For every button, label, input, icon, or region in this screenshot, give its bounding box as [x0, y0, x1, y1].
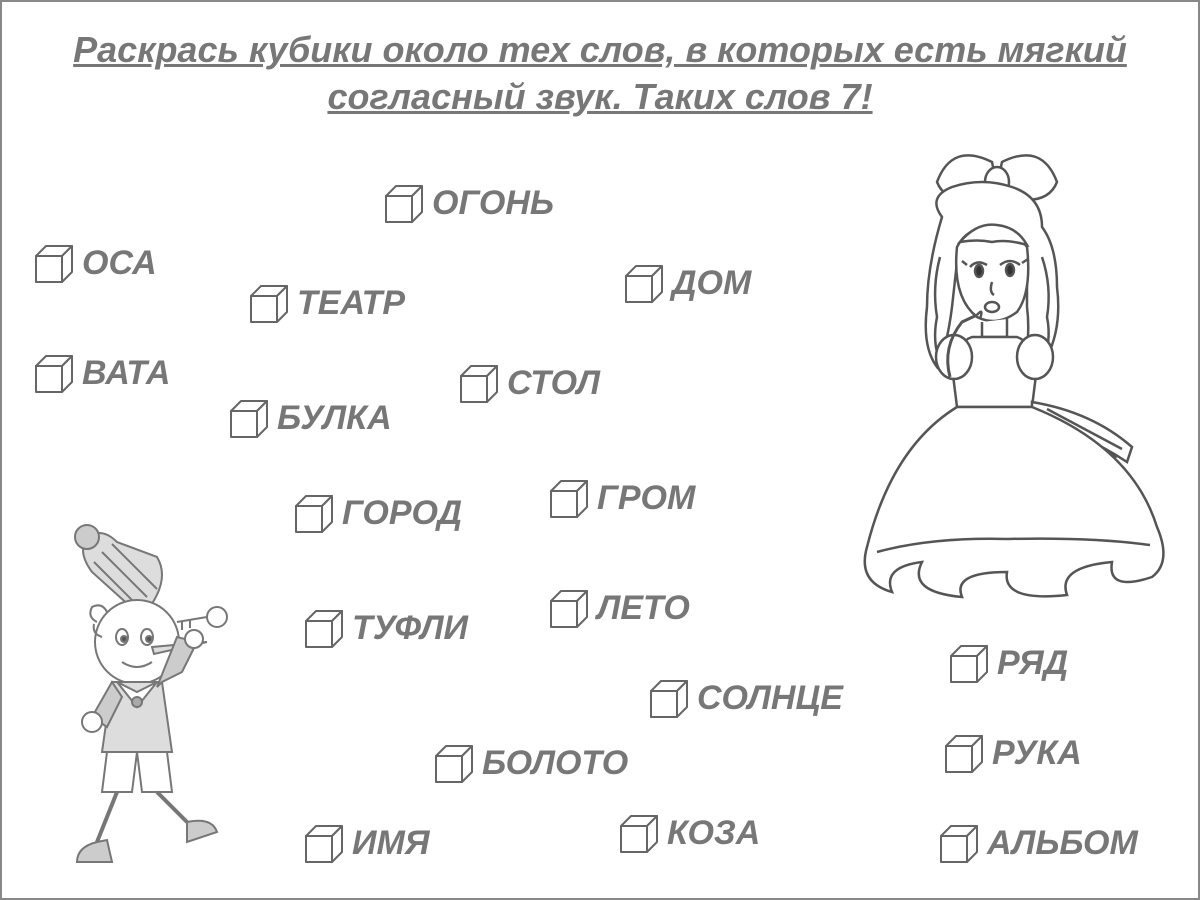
word-label: ВАТА [82, 354, 170, 393]
word-item: РЯД [947, 642, 1068, 684]
cube-icon[interactable] [547, 477, 589, 519]
cube-icon[interactable] [937, 822, 979, 864]
cube-icon[interactable] [32, 242, 74, 284]
word-item: ЛЕТО [547, 587, 690, 629]
word-item: РУКА [942, 732, 1082, 774]
word-label: СТОЛ [507, 364, 600, 403]
word-label: ОГОНЬ [432, 184, 554, 223]
word-item: БОЛОТО [432, 742, 628, 784]
cube-icon[interactable] [647, 677, 689, 719]
cube-icon[interactable] [382, 182, 424, 224]
word-label: КОЗА [667, 814, 760, 853]
word-item: БУЛКА [227, 397, 392, 439]
cube-icon[interactable] [302, 822, 344, 864]
cube-icon[interactable] [547, 587, 589, 629]
princess-character [832, 147, 1182, 627]
word-item: ТУФЛИ [302, 607, 468, 649]
word-item: ВАТА [32, 352, 170, 394]
cube-icon[interactable] [302, 607, 344, 649]
word-label: РЯД [997, 644, 1068, 683]
word-label: СОЛНЦЕ [697, 679, 843, 718]
worksheet-title: Раскрась кубики около тех слов, в которы… [50, 27, 1150, 121]
word-label: ИМЯ [352, 824, 430, 863]
word-item: ТЕАТР [247, 282, 405, 324]
word-label: ДОМ [672, 264, 751, 303]
cube-icon[interactable] [227, 397, 269, 439]
word-label: ГРОМ [597, 479, 695, 518]
word-label: АЛЬБОМ [987, 824, 1138, 863]
cube-icon[interactable] [32, 352, 74, 394]
word-label: ОСА [82, 244, 157, 283]
word-label: ТУФЛИ [352, 609, 468, 648]
word-item: АЛЬБОМ [937, 822, 1138, 864]
cube-icon[interactable] [942, 732, 984, 774]
word-item: КОЗА [617, 812, 760, 854]
word-item: ОСА [32, 242, 157, 284]
word-label: РУКА [992, 734, 1082, 773]
cube-icon[interactable] [617, 812, 659, 854]
word-item: ГОРОД [292, 492, 462, 534]
word-item: СТОЛ [457, 362, 600, 404]
word-label: ГОРОД [342, 494, 462, 533]
cube-icon[interactable] [292, 492, 334, 534]
word-label: БУЛКА [277, 399, 392, 438]
word-item: ОГОНЬ [382, 182, 554, 224]
pinocchio-character [22, 522, 282, 882]
word-label: ТЕАТР [297, 284, 405, 323]
cube-icon[interactable] [457, 362, 499, 404]
cube-icon[interactable] [622, 262, 664, 304]
word-label: БОЛОТО [482, 744, 628, 783]
word-label: ЛЕТО [597, 589, 690, 628]
cube-icon[interactable] [947, 642, 989, 684]
cube-icon[interactable] [432, 742, 474, 784]
cube-icon[interactable] [247, 282, 289, 324]
word-item: ИМЯ [302, 822, 430, 864]
word-item: ДОМ [622, 262, 751, 304]
word-item: СОЛНЦЕ [647, 677, 843, 719]
word-item: ГРОМ [547, 477, 695, 519]
